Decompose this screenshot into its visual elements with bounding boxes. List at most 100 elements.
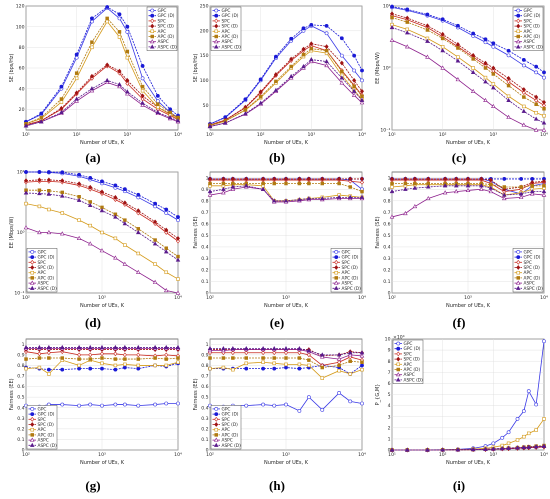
- data-point: [359, 353, 365, 358]
- series-line: [391, 6, 545, 78]
- data-point: [284, 356, 288, 360]
- data-point: [222, 120, 228, 125]
- legend-marker: [516, 265, 521, 270]
- data-point: [522, 95, 526, 99]
- legend-label: ASPC: [38, 438, 49, 444]
- data-point: [60, 356, 65, 360]
- data-point: [470, 88, 476, 93]
- data-point: [483, 37, 488, 42]
- data-point: [309, 41, 314, 47]
- data-point: [319, 352, 325, 357]
- legend-label: APC: [404, 362, 413, 368]
- data-point: [483, 446, 488, 451]
- data-point: [76, 197, 82, 202]
- data-point: [453, 183, 459, 188]
- data-point: [153, 201, 158, 206]
- x-tick-label: 10¹: [22, 132, 30, 138]
- data-point: [491, 65, 496, 71]
- data-point: [208, 176, 212, 182]
- data-point: [125, 49, 130, 54]
- data-point: [152, 344, 158, 350]
- y-tick-label: 0.8: [201, 363, 208, 369]
- legend-marker: [516, 8, 521, 13]
- data-point: [506, 430, 511, 435]
- data-point: [521, 90, 526, 96]
- y-tick-label: 0: [206, 448, 209, 454]
- legend-label: GPC: [524, 249, 533, 255]
- legend-marker: [214, 23, 219, 29]
- x-tick-label: 10³: [98, 452, 106, 458]
- data-point: [359, 194, 365, 199]
- data-point: [117, 84, 122, 89]
- x-tick-label: 10⁴: [174, 452, 182, 458]
- data-point: [100, 351, 104, 357]
- data-point: [440, 65, 445, 70]
- legend-marker: [149, 39, 155, 44]
- data-point: [155, 99, 160, 103]
- data-point: [425, 447, 430, 452]
- legend-label: APC: [38, 270, 47, 276]
- legend-label: APC (D): [524, 34, 541, 40]
- data-point: [337, 391, 342, 395]
- series-group: [207, 345, 365, 413]
- legend-marker: [334, 255, 339, 260]
- data-point: [347, 352, 353, 357]
- legend-label: GPC: [222, 8, 231, 14]
- data-point: [243, 107, 248, 112]
- data-point: [521, 445, 527, 450]
- data-point: [24, 357, 28, 361]
- data-point: [541, 192, 547, 197]
- data-point: [221, 190, 226, 195]
- legend-label: GPC (D): [222, 13, 239, 19]
- data-point: [99, 344, 105, 350]
- data-point: [522, 104, 526, 109]
- data-point: [125, 81, 130, 86]
- data-point: [113, 214, 118, 219]
- legend-label: ASPC: [158, 39, 169, 45]
- data-point: [24, 170, 28, 174]
- data-point: [46, 344, 52, 350]
- legend-marker: [516, 34, 520, 39]
- legend-label: APC (D): [158, 34, 175, 40]
- data-point: [243, 111, 248, 116]
- data-point: [88, 366, 93, 371]
- legend-label: GPC: [222, 406, 231, 412]
- x-tick-label: 10⁴: [358, 132, 366, 138]
- y-tick-label: 0.4: [383, 245, 390, 251]
- y-tick-label: 0.1: [383, 279, 390, 285]
- data-point: [360, 88, 364, 94]
- data-point: [542, 417, 546, 421]
- data-point: [77, 352, 82, 358]
- data-point: [272, 181, 276, 186]
- data-point: [297, 350, 302, 356]
- data-point: [526, 444, 532, 449]
- data-point: [506, 83, 511, 88]
- y-tick-label: 0.8: [383, 198, 390, 204]
- data-point: [24, 178, 28, 184]
- legend-marker: [29, 280, 35, 285]
- data-point: [491, 446, 496, 451]
- data-point: [389, 37, 395, 42]
- data-point: [351, 88, 357, 93]
- legend-label: SPC (D): [158, 24, 175, 30]
- y-tick-label: 10⁰: [383, 66, 391, 72]
- data-point: [117, 81, 122, 87]
- data-point: [455, 447, 461, 452]
- data-point: [425, 23, 430, 29]
- data-point: [113, 363, 118, 368]
- data-point: [105, 16, 109, 21]
- data-point: [501, 195, 507, 201]
- data-point: [456, 55, 460, 59]
- y-tick-label: 0.6: [383, 221, 390, 227]
- series-line: [209, 43, 363, 126]
- data-point: [339, 53, 344, 58]
- series-line: [209, 25, 363, 125]
- data-point: [117, 30, 122, 34]
- legend-label: ASPC: [524, 281, 535, 287]
- series-group: [207, 22, 365, 129]
- data-point: [167, 115, 173, 120]
- data-point: [506, 53, 511, 58]
- data-point: [77, 195, 81, 199]
- data-point: [88, 175, 93, 180]
